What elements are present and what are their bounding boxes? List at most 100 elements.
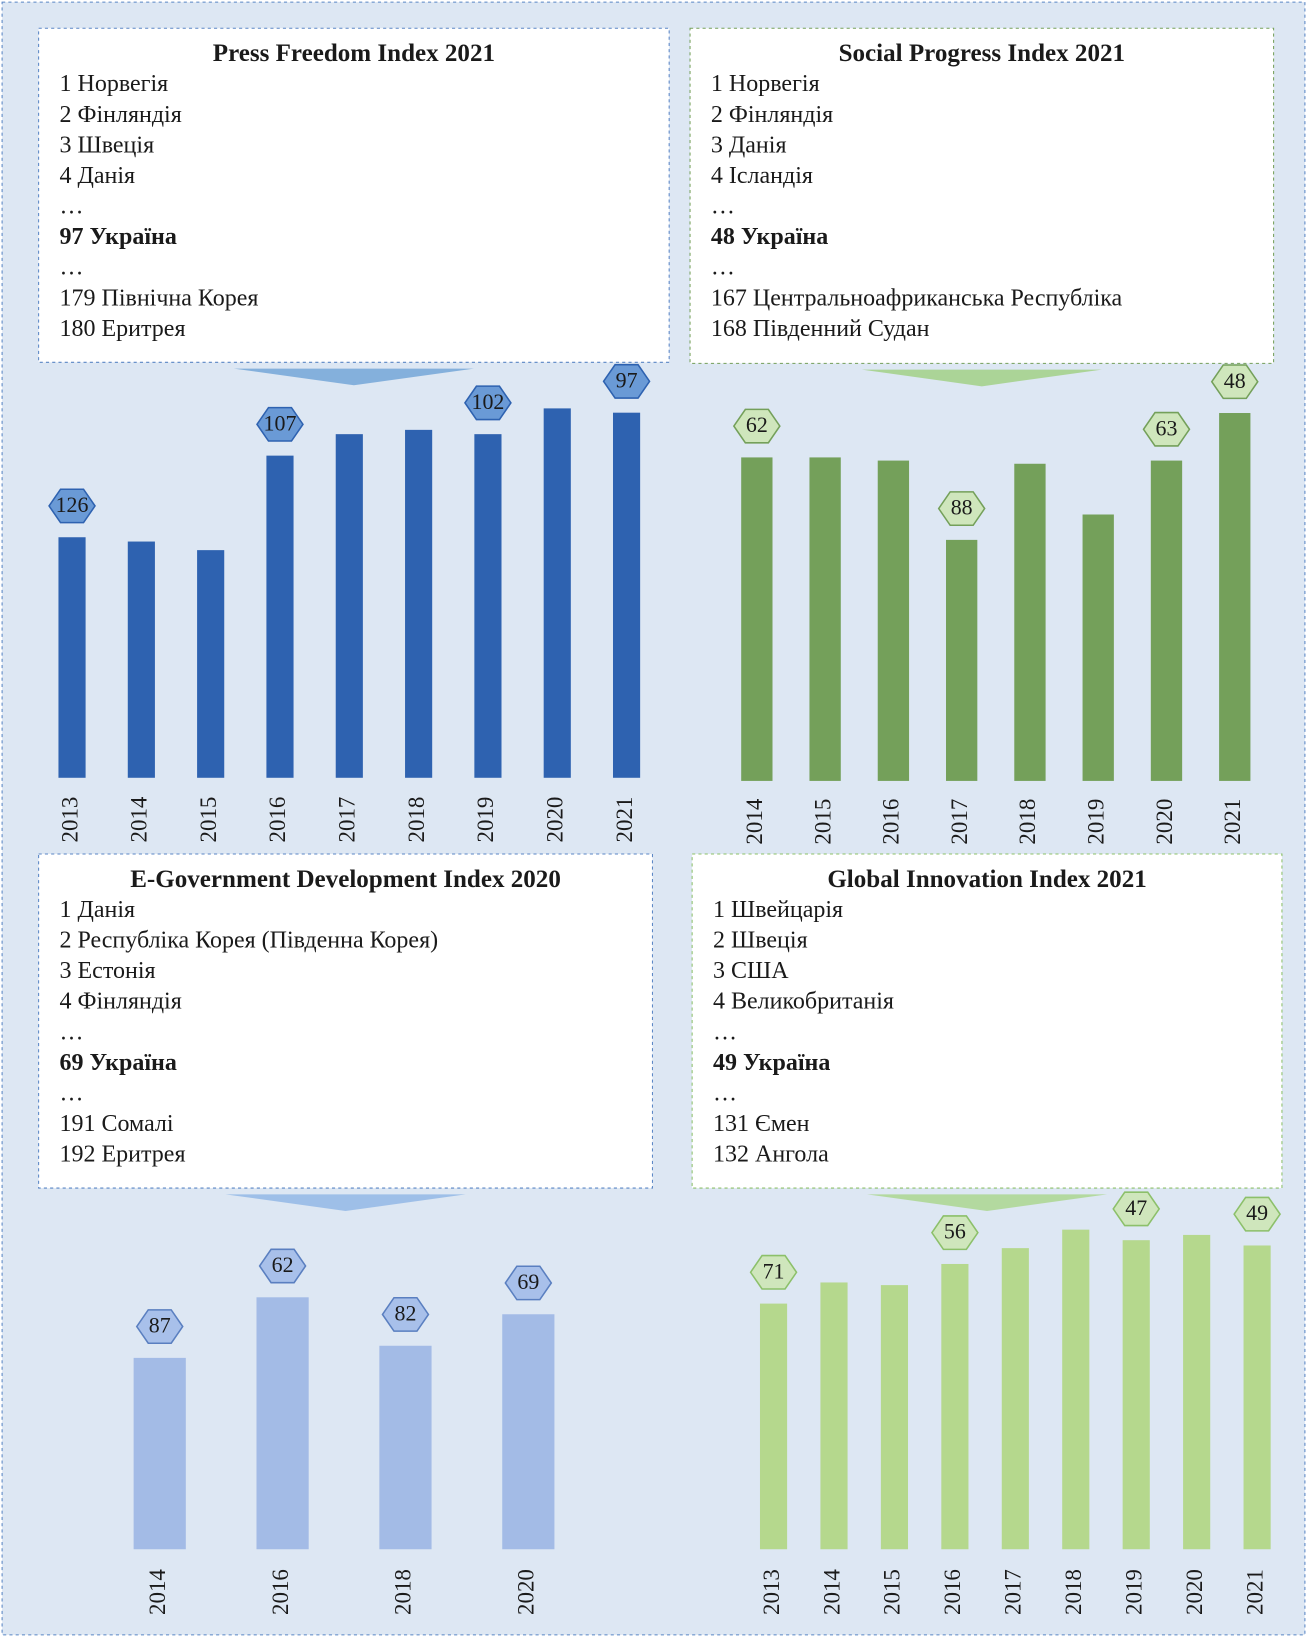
- ranking-line: 3 Естонія: [60, 958, 156, 984]
- label-badge: [930, 1215, 979, 1251]
- ranking-line: 1 Норвегія: [60, 71, 169, 97]
- ranking-box: [38, 853, 653, 1189]
- x-tick-label: 2014: [127, 796, 152, 842]
- panel-title: Press Freedom Index 2021: [213, 40, 495, 67]
- value-label: 69: [517, 1269, 539, 1294]
- value-label: 48: [1224, 368, 1246, 393]
- ranking-line: …: [713, 1080, 737, 1106]
- bar: [1183, 1234, 1211, 1550]
- x-tick-label: 2018: [391, 1569, 416, 1615]
- bar: [809, 457, 841, 781]
- ranking-line: 191 Сомалі: [60, 1111, 174, 1137]
- x-tick-label: 2017: [1001, 1569, 1026, 1615]
- ranking-line: …: [713, 1019, 737, 1045]
- x-tick-label: 2018: [1061, 1569, 1086, 1615]
- x-tick-label: 2016: [940, 1569, 965, 1615]
- bar: [941, 1263, 969, 1550]
- x-tick-label: 2013: [57, 797, 82, 843]
- arrow: [861, 369, 1102, 387]
- bar: [1014, 463, 1046, 781]
- x-tick-label: 2021: [1242, 1569, 1267, 1615]
- bar: [266, 455, 294, 778]
- arrow: [225, 1194, 466, 1212]
- bar: [1243, 1245, 1271, 1550]
- bar: [379, 1345, 432, 1550]
- value-label: 62: [272, 1252, 294, 1277]
- value-label: 87: [149, 1313, 171, 1338]
- label-badge: [749, 1254, 798, 1290]
- bar: [946, 539, 978, 781]
- label-badge: [381, 1296, 430, 1332]
- bar: [1219, 413, 1251, 781]
- x-tick-label: 2016: [879, 799, 904, 845]
- bar: [612, 412, 641, 778]
- x-tick-label: 2020: [543, 797, 568, 843]
- ranking-line: 49 Україна: [713, 1050, 830, 1076]
- bar: [58, 537, 86, 778]
- ranking-line: …: [711, 255, 735, 281]
- x-tick-label: 2013: [759, 1569, 784, 1615]
- label-badge: [135, 1309, 184, 1345]
- x-tick-label: 2015: [880, 1569, 905, 1615]
- bar: [405, 429, 433, 778]
- bar: [197, 550, 225, 778]
- ranking-line: 4 Данія: [60, 163, 136, 189]
- value-label: 49: [1246, 1200, 1268, 1225]
- label-badge: [732, 408, 781, 444]
- bar: [256, 1297, 309, 1550]
- ranking-line: 97 Україна: [60, 224, 177, 250]
- value-label: 107: [264, 410, 297, 435]
- ranking-line: …: [60, 194, 84, 220]
- ranking-line: 180 Еритрея: [60, 316, 186, 342]
- label-badge: [1112, 1191, 1161, 1227]
- bar: [1082, 514, 1114, 781]
- bar: [127, 541, 155, 778]
- x-tick-label: 2016: [265, 797, 290, 843]
- value-label: 63: [1156, 415, 1178, 440]
- label-badge: [464, 385, 512, 421]
- ranking-line: 3 Данія: [711, 132, 787, 158]
- label-badge: [256, 406, 304, 442]
- ranking-line: 168 Південний Судан: [711, 316, 930, 342]
- x-tick-label: 2015: [810, 799, 835, 845]
- ranking-line: 1 Данія: [60, 897, 136, 923]
- bar: [741, 457, 773, 781]
- ranking-line: 2 Фінляндія: [711, 102, 833, 128]
- x-tick-label: 2014: [145, 1569, 170, 1615]
- label-badge: [602, 363, 651, 399]
- x-tick-label: 2021: [1220, 799, 1245, 845]
- ranking-line: 1 Норвегія: [711, 71, 820, 97]
- value-label: 102: [472, 389, 505, 414]
- ranking-line: 179 Північна Корея: [60, 285, 259, 311]
- value-label: 126: [56, 492, 89, 517]
- ranking-line: 1 Швейцарія: [713, 897, 843, 923]
- ranking-line: 48 Україна: [711, 224, 828, 250]
- x-tick-label: 2019: [1121, 1569, 1146, 1615]
- x-tick-label: 2014: [819, 1569, 844, 1615]
- value-label: 47: [1125, 1195, 1147, 1220]
- label-badge: [1233, 1196, 1282, 1232]
- ranking-line: 167 Центральноафриканська Республіка: [711, 285, 1123, 311]
- ranking-line: …: [60, 1019, 84, 1045]
- value-label: 97: [616, 367, 638, 392]
- value-label: 82: [395, 1301, 417, 1326]
- bar: [1001, 1248, 1029, 1550]
- ranking-line: 4 Великобританія: [713, 989, 894, 1015]
- x-tick-label: 2020: [1152, 799, 1177, 845]
- ranking-line: 2 Республіка Корея (Південна Корея): [60, 928, 439, 954]
- x-tick-label: 2020: [1182, 1569, 1207, 1615]
- x-tick-label: 2020: [514, 1569, 539, 1615]
- label-badge: [937, 491, 986, 527]
- ranking-line: 3 США: [713, 958, 789, 984]
- value-label: 88: [951, 495, 973, 520]
- arrow: [233, 368, 474, 386]
- ranking-line: …: [60, 1080, 84, 1106]
- x-tick-label: 2014: [742, 798, 767, 844]
- x-tick-label: 2018: [1015, 799, 1040, 845]
- bar: [543, 408, 571, 778]
- ranking-box: [689, 27, 1275, 364]
- label-badge: [504, 1265, 553, 1301]
- x-tick-label: 2017: [335, 797, 360, 843]
- label-badge: [258, 1248, 307, 1284]
